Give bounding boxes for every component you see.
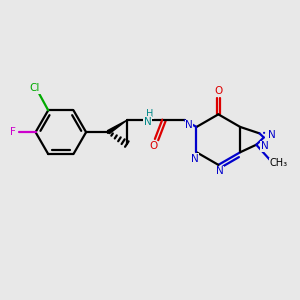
- Text: N: N: [268, 130, 276, 140]
- Text: CH₃: CH₃: [269, 158, 288, 168]
- Text: O: O: [149, 141, 158, 151]
- Text: O: O: [214, 86, 223, 96]
- Polygon shape: [107, 120, 127, 134]
- Text: N: N: [185, 121, 193, 130]
- Text: N: N: [216, 167, 224, 176]
- Text: H: H: [146, 109, 154, 119]
- Text: Cl: Cl: [30, 83, 40, 93]
- Text: N: N: [261, 141, 268, 151]
- Text: N: N: [191, 154, 199, 164]
- Text: N: N: [144, 117, 152, 127]
- Text: F: F: [10, 127, 16, 137]
